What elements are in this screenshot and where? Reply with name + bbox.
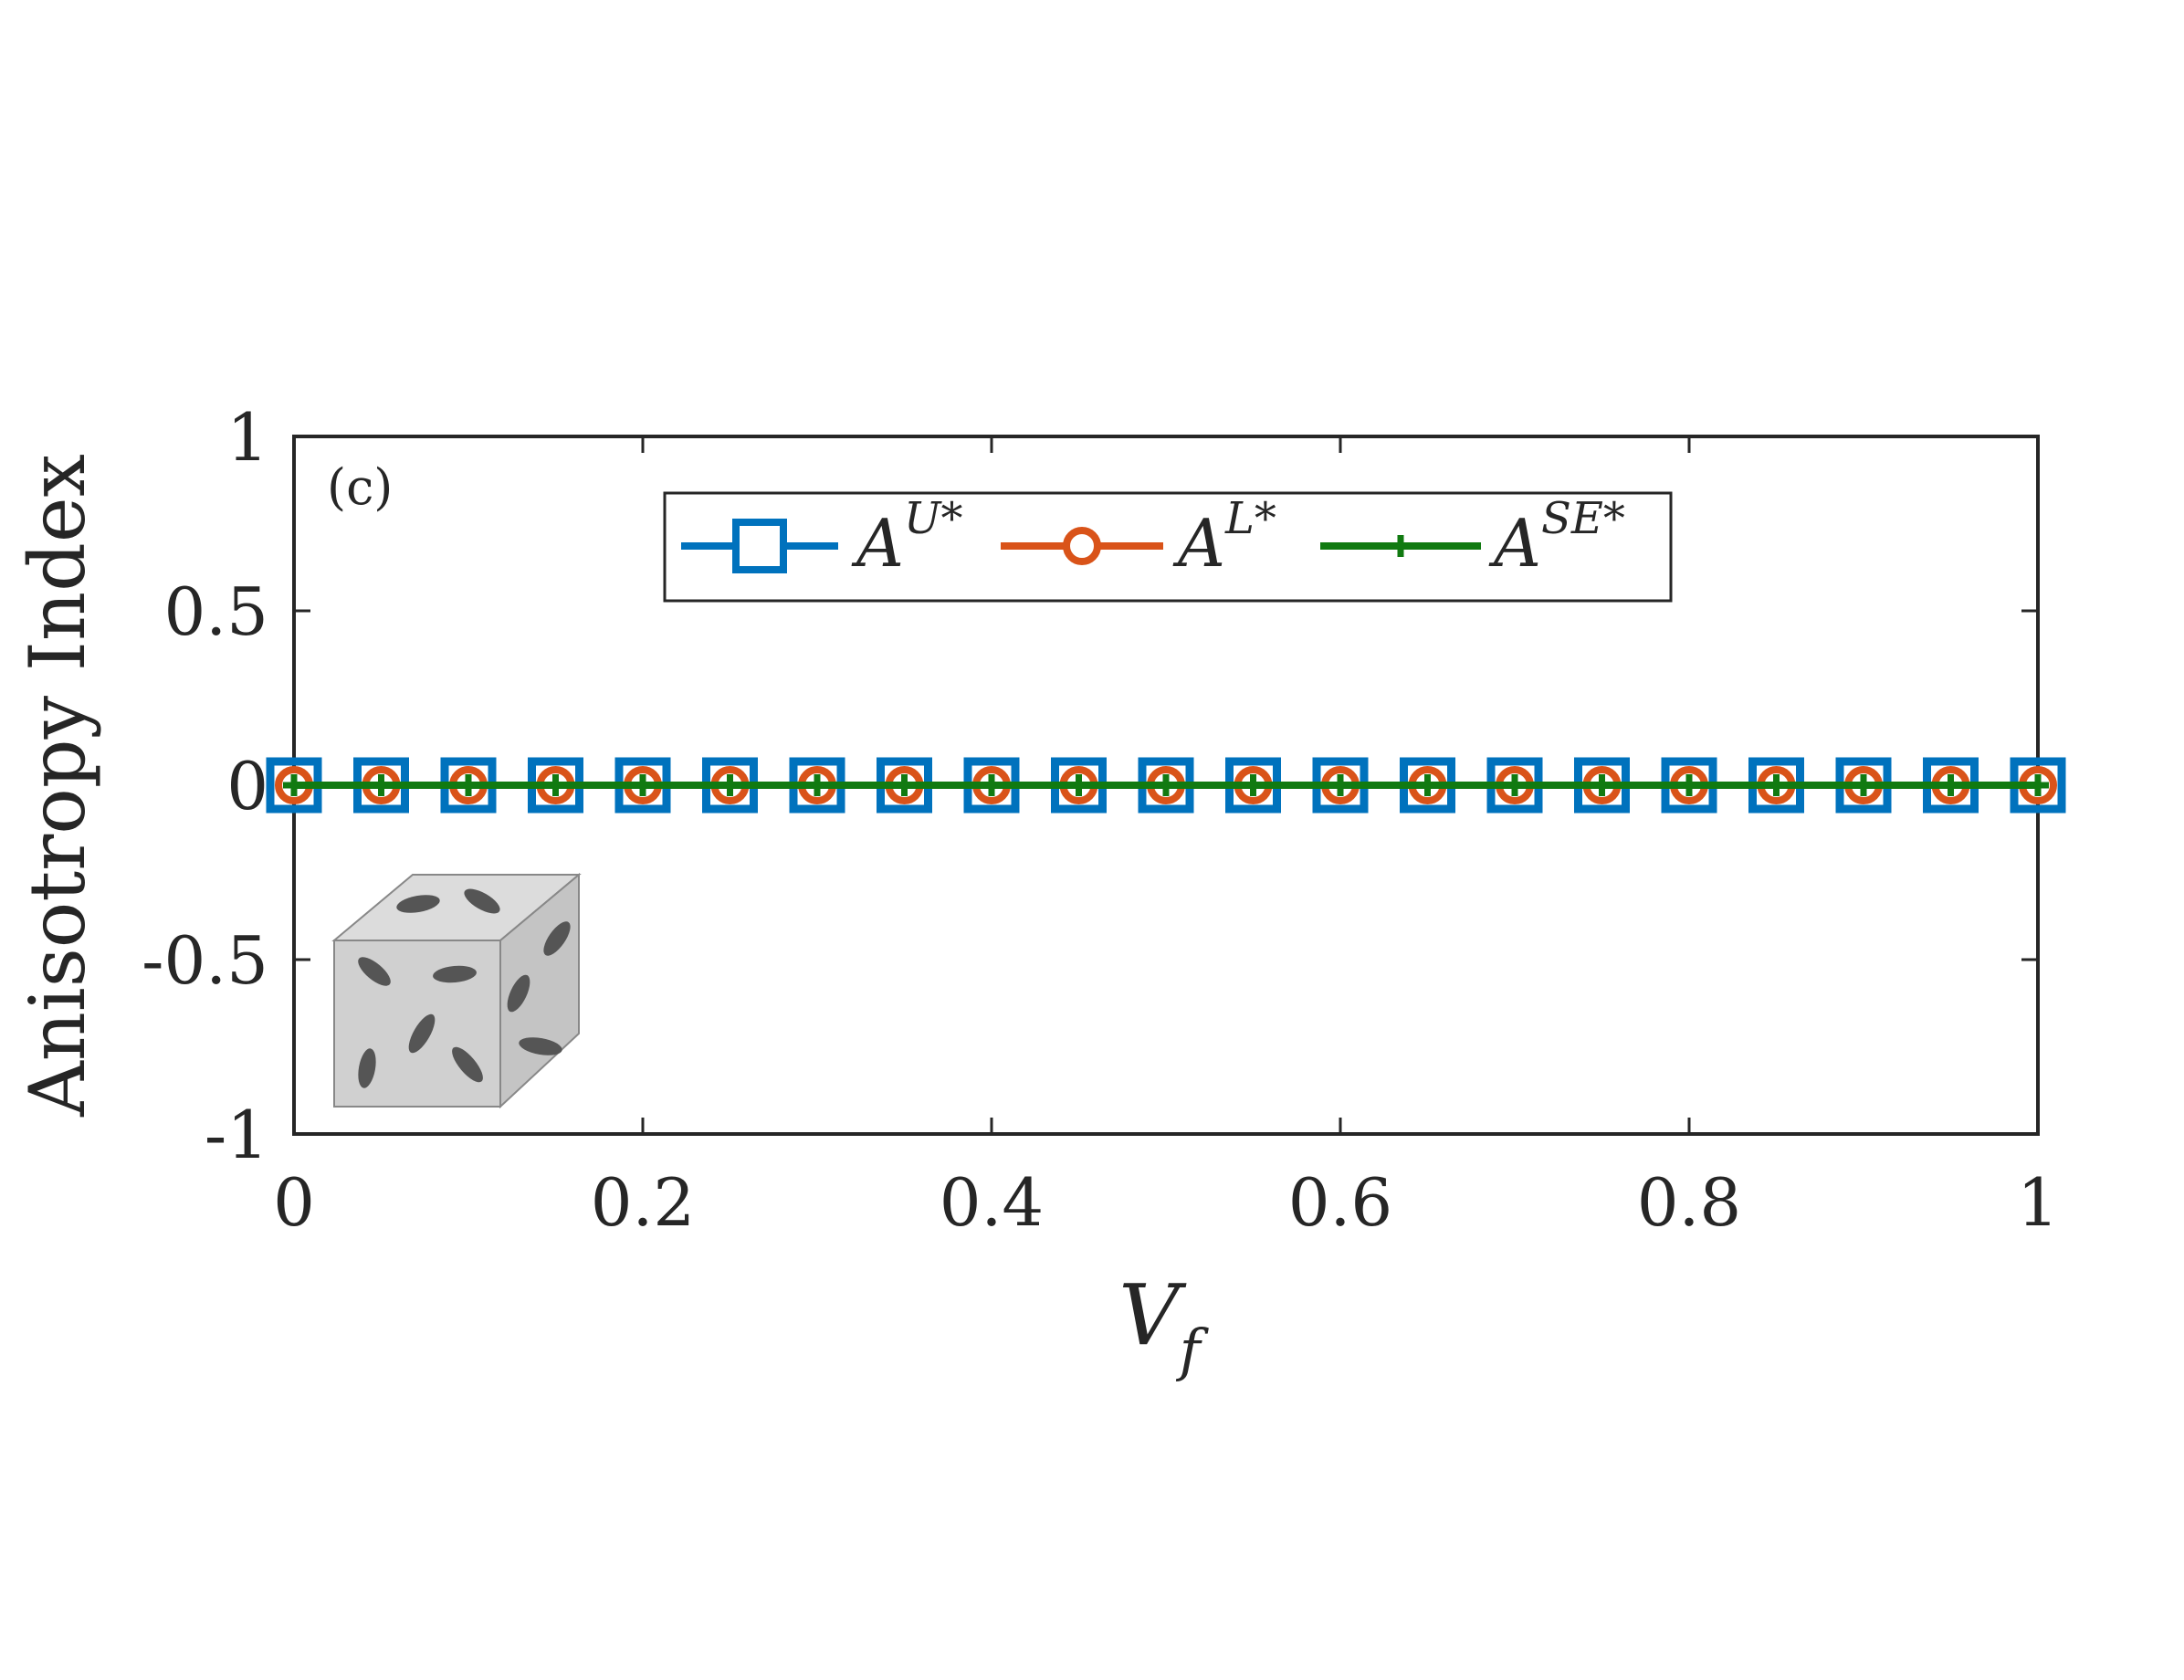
x-tick-labels: 0 0.2 0.4 0.6 0.8 1 — [273, 1164, 2059, 1241]
x-tick-label: 0.8 — [1637, 1164, 1742, 1241]
x-tick-label: 0 — [273, 1164, 315, 1241]
legend-label-a-l-base: A — [1172, 505, 1225, 582]
x-tick-label: 0.4 — [940, 1164, 1045, 1241]
data-point-plus — [1242, 774, 1265, 796]
legend: AU* AL* ASE* — [663, 491, 1673, 603]
x-axis-title-base: V — [1118, 1266, 1187, 1364]
panel-label: (c) — [327, 458, 393, 516]
legend-label-a-se-sup: SE* — [1541, 493, 1625, 544]
data-point-plus — [893, 774, 916, 796]
legend-label-a-u-sup: U* — [904, 493, 962, 544]
data-point-plus — [719, 774, 741, 796]
x-tick-label: 1 — [2017, 1164, 2059, 1241]
data-point-plus — [1853, 774, 1874, 796]
x-axis-title: Vf — [1118, 1266, 1209, 1383]
data-point-plus — [981, 774, 1003, 796]
legend-label-a-l: AL* — [1172, 493, 1276, 582]
data-point-plus — [544, 774, 567, 796]
data-point-plus — [1155, 774, 1177, 796]
random-fiber-cube-icon — [331, 872, 582, 1109]
x-tick-label: 0.2 — [591, 1164, 696, 1241]
legend-label-a-se: ASE* — [1488, 493, 1625, 582]
x-tick-label: 0.6 — [1288, 1164, 1393, 1241]
series-plus — [283, 774, 2049, 796]
data-point-plus — [1765, 774, 1788, 796]
y-tick-label: 0.5 — [163, 573, 268, 650]
data-point-plus — [1591, 774, 1613, 796]
data-point-plus — [457, 774, 479, 796]
data-point-plus — [1329, 774, 1351, 796]
y-tick-label: -0.5 — [142, 922, 268, 999]
legend-label-a-l-sup: L* — [1224, 493, 1276, 544]
y-axis-title: Anisotropy Index — [13, 454, 102, 1118]
legend-marker-plus — [1390, 535, 1412, 557]
y-tick-label: 0 — [226, 748, 268, 824]
y-tick-label: 1 — [226, 399, 268, 476]
data-point-plus — [1067, 774, 1090, 796]
data-point-plus — [1678, 774, 1700, 796]
legend-label-a-se-base: A — [1488, 505, 1541, 582]
series-layer — [266, 757, 2066, 814]
data-point-plus — [1939, 774, 1962, 796]
data-point-plus — [370, 774, 393, 796]
legend-marker-circle — [1063, 527, 1101, 565]
axis-ticks — [292, 435, 2040, 1136]
data-point-plus — [1504, 774, 1526, 796]
legend-marker-square — [732, 519, 787, 573]
data-point-plus — [2027, 774, 2049, 796]
data-point-plus — [632, 774, 654, 796]
y-tick-labels: 1 0.5 0 -0.5 -1 — [142, 399, 268, 1173]
data-point-plus — [806, 774, 828, 796]
data-point-plus — [283, 774, 305, 796]
legend-label-a-u-base: A — [851, 505, 904, 582]
data-point-plus — [1416, 774, 1439, 796]
legend-label-a-u: AU* — [851, 493, 962, 582]
x-axis-title-sub: f — [1176, 1317, 1210, 1383]
y-tick-label: -1 — [205, 1097, 268, 1173]
